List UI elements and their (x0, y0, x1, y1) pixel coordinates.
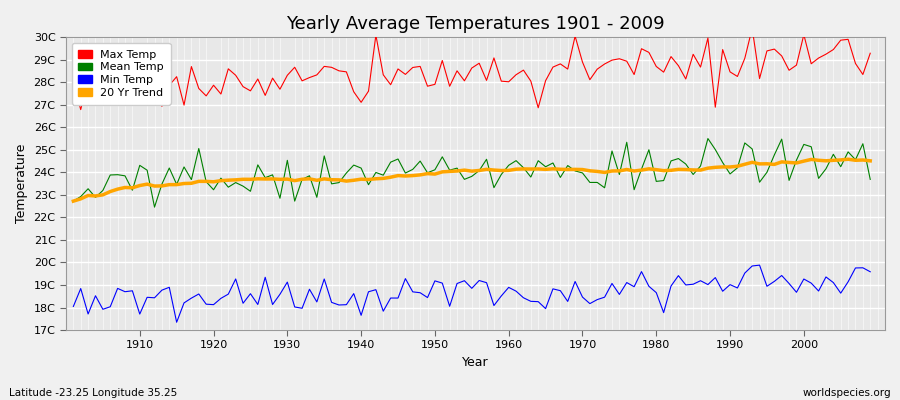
Y-axis label: Temperature: Temperature (15, 144, 28, 223)
Legend: Max Temp, Mean Temp, Min Temp, 20 Yr Trend: Max Temp, Mean Temp, Min Temp, 20 Yr Tre… (71, 43, 171, 104)
Text: worldspecies.org: worldspecies.org (803, 388, 891, 398)
Title: Yearly Average Temperatures 1901 - 2009: Yearly Average Temperatures 1901 - 2009 (286, 15, 665, 33)
Text: Latitude -23.25 Longitude 35.25: Latitude -23.25 Longitude 35.25 (9, 388, 177, 398)
X-axis label: Year: Year (463, 356, 489, 369)
